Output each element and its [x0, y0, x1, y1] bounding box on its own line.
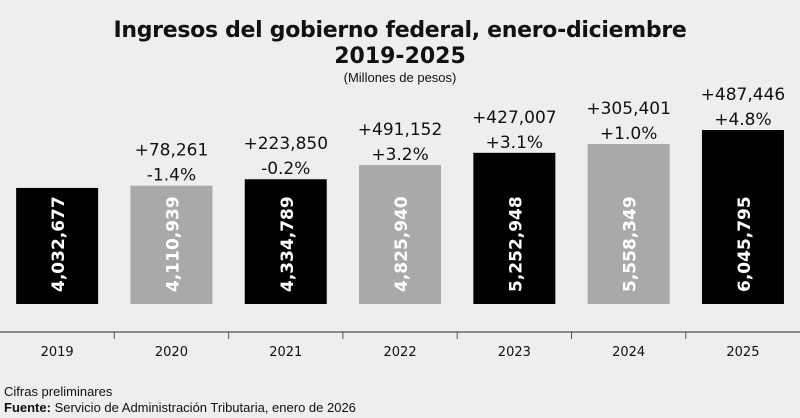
bar-value-label: 6,045,795 — [735, 196, 755, 292]
chart-title: Ingresos del gobierno federal, enero-dic… — [113, 18, 687, 43]
change-percent-label: +4.8% — [714, 110, 771, 130]
change-absolute-label: +427,007 — [472, 108, 557, 128]
chart-subtitle: 2019-2025 — [334, 44, 466, 69]
change-percent-label: +3.1% — [486, 133, 543, 153]
footer-note: Cifras preliminares — [4, 384, 113, 399]
change-absolute-label: +491,152 — [358, 120, 443, 140]
bar-2019 — [16, 187, 99, 304]
change-percent-label: -1.4% — [147, 166, 196, 186]
change-percent-label: -0.2% — [261, 159, 310, 179]
x-tick-label: 2021 — [269, 345, 302, 360]
bar-2022 — [359, 165, 442, 304]
bar-2021 — [244, 179, 327, 304]
source-label: Fuente: — [4, 400, 51, 415]
x-tick-label: 2024 — [612, 345, 645, 360]
bar-value-label: 5,252,948 — [506, 196, 526, 292]
change-percent-label: +3.2% — [371, 145, 428, 165]
bar-value-label: 4,032,677 — [49, 196, 69, 292]
bar-2023 — [473, 152, 556, 304]
bar-2020 — [130, 185, 213, 304]
change-absolute-label: +487,446 — [701, 85, 786, 105]
change-absolute-label: +78,261 — [135, 141, 209, 161]
x-tick-label: 2023 — [498, 345, 531, 360]
x-tick-label: 2025 — [726, 345, 759, 360]
bar-value-label: 4,110,939 — [163, 196, 183, 292]
chart-units: (Millones de pesos) — [343, 70, 457, 85]
bar-2024 — [587, 144, 670, 304]
x-tick-label: 2019 — [41, 345, 74, 360]
change-absolute-label: +223,850 — [243, 134, 328, 154]
x-tick-label: 2020 — [155, 345, 188, 360]
x-tick-label: 2022 — [384, 345, 417, 360]
change-percent-label: +1.0% — [600, 124, 657, 144]
bar-value-label: 5,558,349 — [621, 196, 641, 292]
bar-2025 — [701, 130, 784, 304]
bar-value-label: 4,334,789 — [278, 196, 298, 292]
change-absolute-label: +305,401 — [586, 99, 671, 119]
footer-source: Fuente: Servicio de Administración Tribu… — [4, 400, 356, 415]
bar-value-label: 4,825,940 — [392, 196, 412, 292]
source-text: Servicio de Administración Tributaria, e… — [50, 400, 356, 415]
